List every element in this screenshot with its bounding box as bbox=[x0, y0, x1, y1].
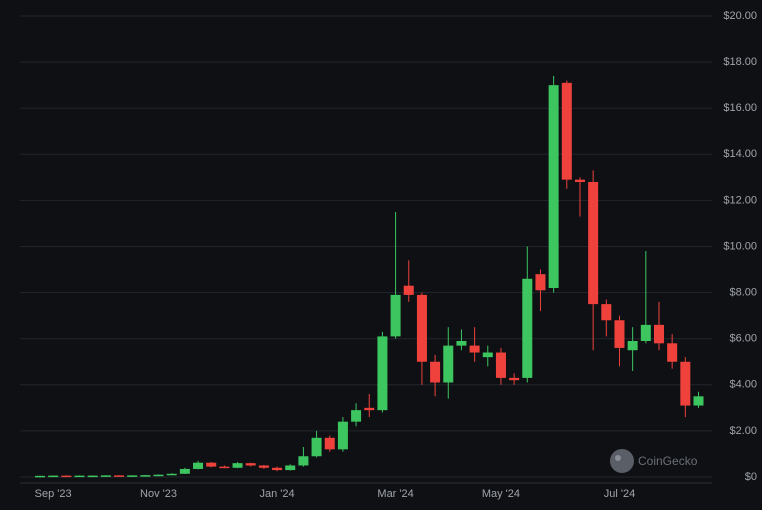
candle-body bbox=[561, 82, 572, 180]
candle-body bbox=[653, 324, 664, 344]
candle-body bbox=[495, 352, 506, 378]
y-tick-label: $0 bbox=[745, 471, 757, 483]
x-tick-label: Sep '23 bbox=[35, 488, 72, 500]
watermark: CoinGecko bbox=[610, 449, 698, 473]
candle-body bbox=[337, 421, 348, 450]
candle-body bbox=[61, 475, 72, 478]
y-tick-label: $10.00 bbox=[723, 240, 757, 252]
y-tick-label: $18.00 bbox=[723, 56, 757, 68]
candle-body bbox=[614, 320, 625, 348]
candle-body bbox=[548, 85, 559, 288]
candle-body bbox=[311, 437, 322, 457]
candle-body bbox=[680, 361, 691, 406]
candle-body bbox=[574, 179, 585, 182]
y-tick-label: $14.00 bbox=[723, 148, 757, 160]
y-tick-label: $6.00 bbox=[729, 333, 757, 345]
candle-body bbox=[416, 294, 427, 362]
candle-body bbox=[627, 341, 638, 351]
candle-body bbox=[693, 396, 704, 406]
candle-body bbox=[153, 474, 164, 477]
candle-body bbox=[522, 278, 533, 378]
candle-body bbox=[443, 345, 454, 383]
candle-body bbox=[206, 462, 217, 467]
y-tick-label: $20.00 bbox=[723, 10, 757, 22]
candle-body bbox=[469, 345, 480, 353]
candle-body bbox=[403, 285, 414, 295]
y-tick-label: $2.00 bbox=[729, 425, 757, 437]
candle-body bbox=[245, 463, 256, 466]
candle-body bbox=[258, 465, 269, 468]
candle-body bbox=[364, 407, 375, 411]
candle-body bbox=[667, 343, 678, 362]
candle-body bbox=[100, 475, 111, 477]
watermark-logo-eye bbox=[615, 455, 621, 461]
candle-body bbox=[140, 475, 151, 477]
candle-body bbox=[35, 475, 45, 478]
candle-body bbox=[601, 304, 612, 321]
candle-body bbox=[456, 341, 467, 346]
candle-body bbox=[324, 437, 335, 450]
candle-body bbox=[285, 465, 296, 471]
watermark-logo bbox=[610, 449, 634, 473]
candle-body bbox=[219, 466, 230, 469]
candle-body bbox=[351, 410, 362, 422]
x-tick-label: Jan '24 bbox=[259, 488, 294, 500]
y-tick-label: $4.00 bbox=[729, 379, 757, 391]
candle-body bbox=[588, 181, 599, 305]
candle-body bbox=[74, 475, 85, 478]
y-tick-label: $16.00 bbox=[723, 102, 757, 114]
candle-body bbox=[166, 473, 177, 476]
candle-body bbox=[509, 377, 520, 381]
candle-body bbox=[232, 463, 243, 468]
candle-body bbox=[193, 462, 204, 469]
candle-body bbox=[272, 467, 283, 471]
candle-body bbox=[114, 475, 125, 477]
candle-body bbox=[179, 468, 190, 474]
candle-body bbox=[430, 361, 441, 383]
candle-body bbox=[127, 475, 138, 477]
x-tick-label: May '24 bbox=[482, 488, 520, 500]
y-tick-label: $8.00 bbox=[729, 287, 757, 299]
candle-body bbox=[298, 456, 309, 466]
y-tick-label: $12.00 bbox=[723, 194, 757, 206]
candle-body bbox=[377, 336, 388, 411]
x-tick-label: Jul '24 bbox=[604, 488, 635, 500]
candle-body bbox=[482, 352, 493, 358]
candle-body bbox=[390, 294, 401, 337]
watermark-text: CoinGecko bbox=[638, 454, 698, 468]
x-tick-label: Nov '23 bbox=[140, 488, 177, 500]
candle-body bbox=[48, 475, 59, 478]
x-tick-label: Mar '24 bbox=[377, 488, 413, 500]
candle-body bbox=[87, 475, 98, 478]
candle-body bbox=[640, 324, 651, 342]
candle-body bbox=[535, 274, 546, 291]
